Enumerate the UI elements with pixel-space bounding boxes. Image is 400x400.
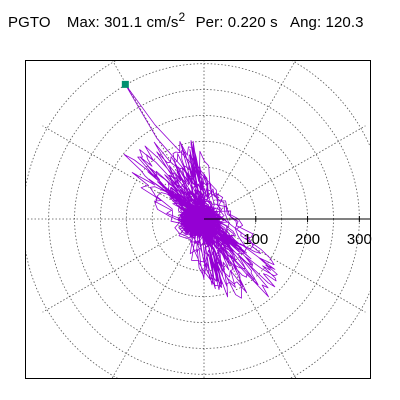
acceleration-trace <box>123 84 278 299</box>
radial-tick-label-100: 100 <box>243 231 268 248</box>
grid-spoke-300 <box>203 218 297 378</box>
max-unit-exponent: 2 <box>178 10 186 24</box>
grid-spoke-210 <box>42 218 205 313</box>
motion-trace <box>123 84 278 299</box>
grid-spoke-30 <box>203 125 366 220</box>
radial-tick-label-300: 300 <box>347 231 372 248</box>
grid-spoke-240 <box>111 218 205 378</box>
plot-header: PGTO Max: 301.1 cm/s2 Per: 0.220 s Ang: … <box>8 10 364 31</box>
radial-tick-label-200: 200 <box>295 231 320 248</box>
angle-label: Ang: <box>289 14 322 31</box>
angle-value: 120.3 <box>325 14 364 31</box>
peak-marks <box>121 80 129 88</box>
grid-spoke-60 <box>203 61 296 220</box>
max-label: Max: <box>66 14 100 31</box>
period-value: 0.220 s <box>227 14 278 31</box>
radial-axis: 100 200 300 <box>204 216 372 248</box>
max-value: 301.1 <box>104 14 143 31</box>
peak-marker <box>121 80 129 88</box>
plot-frame <box>25 60 371 379</box>
period-label: Per: <box>195 14 224 31</box>
max-unit: cm/s <box>146 14 179 31</box>
station-code: PGTO <box>8 14 51 31</box>
grid-spoke-150 <box>42 125 205 220</box>
grid-spoke-330 <box>203 218 366 313</box>
